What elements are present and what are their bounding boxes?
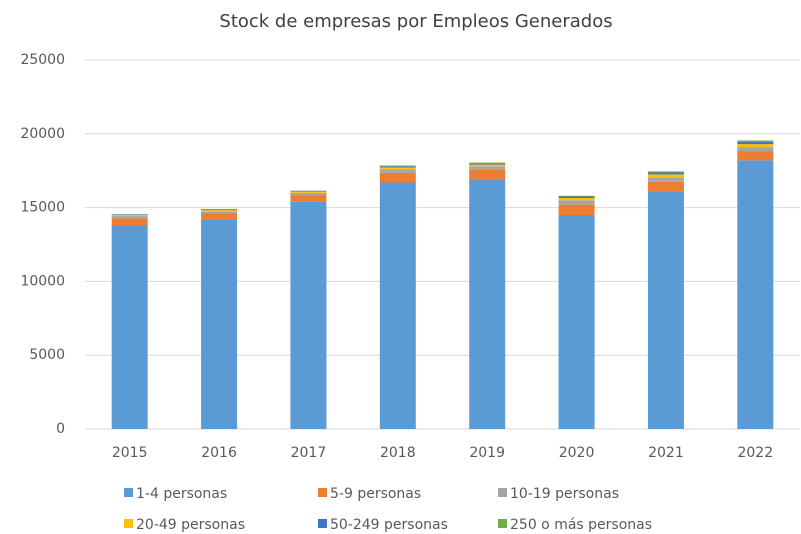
bar-segment xyxy=(558,198,595,201)
bar-segment xyxy=(558,204,595,215)
bar-segment xyxy=(558,214,595,429)
bar-segment xyxy=(290,191,327,192)
bar-segment xyxy=(290,192,327,196)
x-tick-label: 2022 xyxy=(737,445,773,461)
x-tick-label: 2015 xyxy=(112,445,148,461)
bar-segment xyxy=(647,174,684,178)
legend-label: 20-49 personas xyxy=(136,517,245,533)
bar-segment xyxy=(647,172,684,175)
bar-segment xyxy=(111,216,148,219)
bar-segment xyxy=(201,210,238,212)
y-tick-label: 0 xyxy=(56,421,65,437)
chart-title: Stock de empresas por Empleos Generados xyxy=(219,11,612,32)
bar-segment xyxy=(647,191,684,429)
bar-segment xyxy=(647,181,684,192)
legend-swatch xyxy=(124,519,133,528)
bar-segment xyxy=(201,213,238,220)
bar-segment xyxy=(290,201,327,429)
bar-segment xyxy=(379,172,416,183)
bar-segment xyxy=(379,169,416,173)
x-tick-label: 2020 xyxy=(559,445,595,461)
bar-segment xyxy=(111,214,148,217)
bar-segment xyxy=(201,209,238,211)
bar-segment xyxy=(379,166,416,168)
bar-segment xyxy=(469,162,506,164)
legend-swatch xyxy=(498,519,507,528)
bar-segment xyxy=(647,177,684,182)
bar-segment xyxy=(737,160,774,430)
bar-segment xyxy=(111,218,148,226)
legend-label: 1-4 personas xyxy=(136,486,227,502)
bar-segment xyxy=(647,171,684,173)
bar-segment xyxy=(469,166,506,170)
y-tick-label: 15000 xyxy=(20,200,65,216)
bar-segment xyxy=(558,196,595,199)
bar-segment xyxy=(290,191,327,193)
bar-segment xyxy=(558,200,595,205)
x-tick-label: 2021 xyxy=(648,445,684,461)
bar-segment xyxy=(737,141,774,145)
bar-segment xyxy=(379,165,416,167)
legend-swatch xyxy=(318,519,327,528)
x-tick-label: 2017 xyxy=(291,445,327,461)
legend-label: 5-9 personas xyxy=(330,486,421,502)
x-tick-label: 2019 xyxy=(469,445,505,461)
legend-swatch xyxy=(318,488,327,497)
legend-swatch xyxy=(498,488,507,497)
bar-segment xyxy=(379,167,416,170)
bar-segment xyxy=(201,211,238,214)
bar-segment xyxy=(290,195,327,202)
bar-segment xyxy=(469,164,506,167)
y-tick-label: 20000 xyxy=(20,126,65,142)
legend-label: 250 o más personas xyxy=(510,517,652,533)
legend-label: 10-19 personas xyxy=(510,486,619,502)
bar-segment xyxy=(737,144,774,148)
bar-segment xyxy=(558,195,595,197)
bar-segment xyxy=(737,151,774,161)
legend-label: 50-249 personas xyxy=(330,517,448,533)
x-tick-label: 2018 xyxy=(380,445,416,461)
bar-segment xyxy=(469,163,506,165)
x-tick-label: 2016 xyxy=(201,445,237,461)
y-tick-label: 5000 xyxy=(29,347,65,363)
bar-segment xyxy=(737,147,774,152)
legend-swatch xyxy=(124,488,133,497)
bar-segment xyxy=(469,169,506,180)
y-tick-label: 10000 xyxy=(20,273,65,289)
bar-segment xyxy=(201,219,238,429)
y-tick-label: 25000 xyxy=(20,52,65,68)
bar-segment xyxy=(379,182,416,429)
bar-segment xyxy=(469,179,506,429)
bar-segment xyxy=(111,225,148,429)
bar-segment xyxy=(737,140,774,142)
